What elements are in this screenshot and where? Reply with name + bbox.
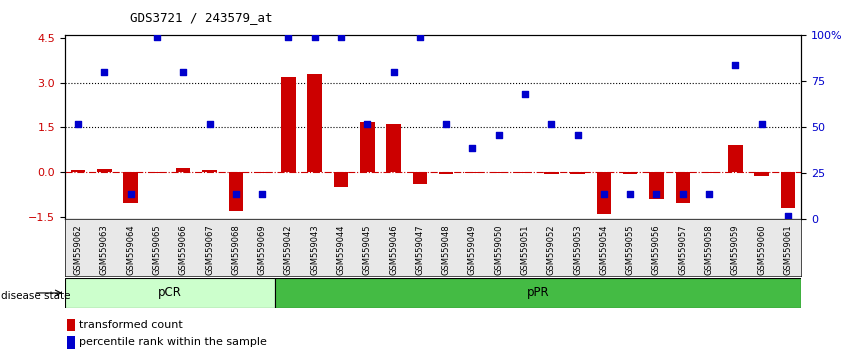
Bar [465,172,480,173]
Bar [518,172,533,173]
Text: GSM559048: GSM559048 [442,224,450,275]
Point [71,121,85,127]
Bar [203,170,216,172]
Bar [571,172,585,174]
Point [781,213,795,219]
Bar [439,172,454,175]
Point [545,121,559,127]
Bar [176,169,191,172]
Point [650,191,663,196]
Bar [124,172,138,203]
Text: GSM559060: GSM559060 [757,224,766,275]
Text: pCR: pCR [158,286,182,299]
Bar [623,172,637,175]
Bar [754,172,769,176]
Point [124,191,138,196]
Point [702,191,716,196]
Text: GSM559057: GSM559057 [678,224,688,275]
Point [624,191,637,196]
Text: transformed count: transformed count [79,320,183,330]
Text: GSM559063: GSM559063 [100,224,109,275]
Point [307,34,321,40]
Text: pPR: pPR [527,286,549,299]
Bar [333,172,348,187]
Bar [544,172,559,175]
Point [360,121,374,127]
Point [571,132,585,138]
Text: GSM559051: GSM559051 [520,224,529,274]
Text: GSM559054: GSM559054 [599,224,609,274]
Text: GSM559047: GSM559047 [416,224,424,275]
Text: GSM559061: GSM559061 [784,224,792,275]
Bar [150,172,165,173]
Point [150,34,164,40]
Point [492,132,506,138]
Bar [229,172,243,211]
Bar [701,172,716,173]
Text: GSM559050: GSM559050 [494,224,503,274]
Point [203,121,216,127]
Point [439,121,453,127]
Bar [386,125,401,172]
Bar [65,278,275,308]
Point [281,34,295,40]
Text: GSM559059: GSM559059 [731,224,740,274]
Text: GSM559052: GSM559052 [546,224,556,274]
Bar [275,278,801,308]
Point [754,121,768,127]
Bar [360,121,374,172]
Text: percentile rank within the sample: percentile rank within the sample [79,337,267,347]
Bar [650,172,663,199]
Bar [492,172,506,173]
Bar [255,172,269,173]
Bar [67,319,74,331]
Bar [97,169,112,172]
Text: GSM559058: GSM559058 [705,224,714,275]
Text: disease state: disease state [1,291,70,301]
Bar [67,336,74,349]
Text: GSM559049: GSM559049 [468,224,477,274]
Text: GSM559067: GSM559067 [205,224,214,275]
Bar [675,172,690,203]
Text: GSM559043: GSM559043 [310,224,320,275]
Bar [780,172,795,207]
Point [255,191,269,196]
Text: GSM559066: GSM559066 [178,224,188,275]
Bar [71,171,86,172]
Point [229,191,242,196]
Point [177,69,191,75]
Text: GSM559068: GSM559068 [231,224,241,275]
Point [386,69,400,75]
Text: GSM559064: GSM559064 [126,224,135,275]
Text: GSM559056: GSM559056 [652,224,661,275]
Point [466,145,480,150]
Text: GSM559042: GSM559042 [284,224,293,274]
Point [728,62,742,68]
Text: GSM559045: GSM559045 [363,224,372,274]
Point [597,191,611,196]
Text: GSM559065: GSM559065 [152,224,161,275]
Point [518,91,532,97]
Bar [728,145,742,172]
Bar [281,77,295,172]
Text: GDS3721 / 243579_at: GDS3721 / 243579_at [130,11,273,24]
Text: GSM559069: GSM559069 [257,224,267,275]
Text: GSM559046: GSM559046 [389,224,398,275]
Bar [597,172,611,213]
Bar [412,172,427,184]
Text: GSM559044: GSM559044 [337,224,346,274]
Text: GSM559055: GSM559055 [625,224,635,274]
Point [413,34,427,40]
Point [98,69,112,75]
Bar [307,74,322,172]
Point [675,191,689,196]
Point [334,34,348,40]
Text: GSM559062: GSM559062 [74,224,82,275]
Text: GSM559053: GSM559053 [573,224,582,275]
